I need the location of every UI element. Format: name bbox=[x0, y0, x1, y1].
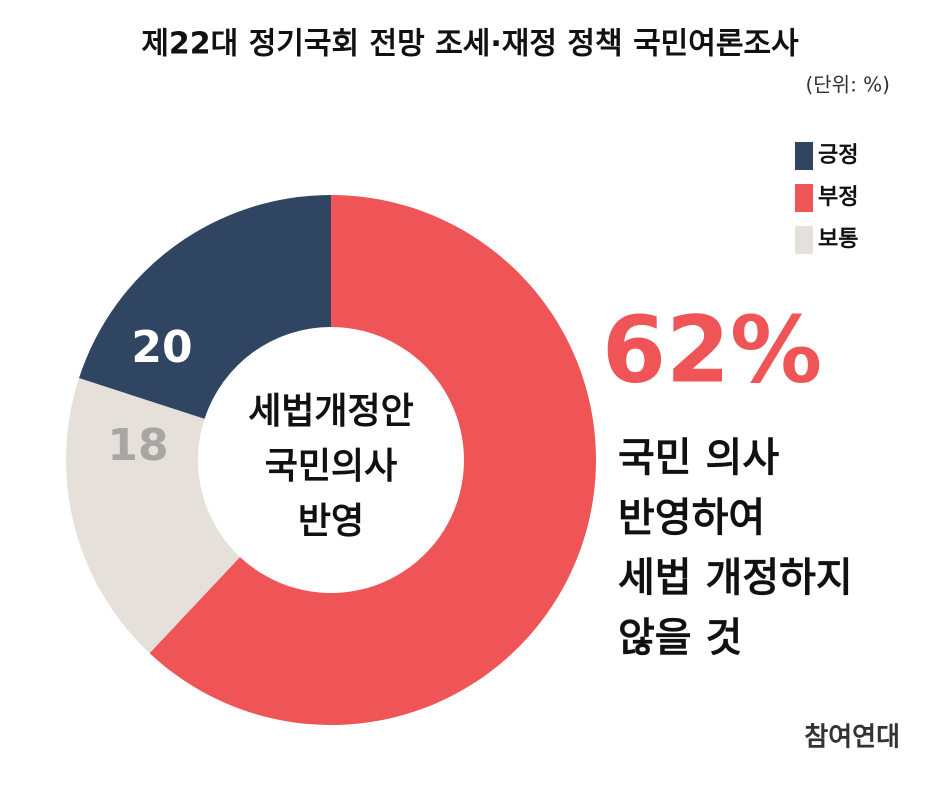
slice bbox=[149, 195, 596, 726]
legend-label: 보통 bbox=[818, 227, 858, 252]
slice bbox=[66, 378, 240, 654]
value-label: 18 bbox=[107, 420, 168, 471]
value-label: 20 bbox=[131, 322, 192, 373]
legend-swatch bbox=[795, 226, 813, 254]
center-label: 반영 bbox=[298, 501, 364, 542]
center-label: 세법개정안 bbox=[248, 391, 414, 432]
annotation: 않을 것 bbox=[618, 615, 742, 661]
chart-title: 제22대 정기국회 전망 조세·재정 정책 국민여론조사 bbox=[141, 27, 799, 62]
center-label: 국민의사 bbox=[265, 446, 397, 487]
legend-swatch bbox=[795, 184, 813, 212]
slice bbox=[78, 195, 331, 419]
legend-label: 부정 bbox=[818, 185, 858, 210]
value-label: 62% bbox=[602, 296, 822, 403]
annotation: 반영하여 bbox=[618, 495, 765, 541]
annotation: 세법 개정하지 bbox=[618, 555, 853, 601]
unit-label: (단위: %) bbox=[805, 73, 890, 97]
annotation: 국민 의사 bbox=[618, 435, 779, 481]
source: 참여연대 bbox=[804, 723, 900, 753]
legend-label: 긍정 bbox=[818, 143, 858, 168]
legend-swatch bbox=[795, 142, 813, 170]
